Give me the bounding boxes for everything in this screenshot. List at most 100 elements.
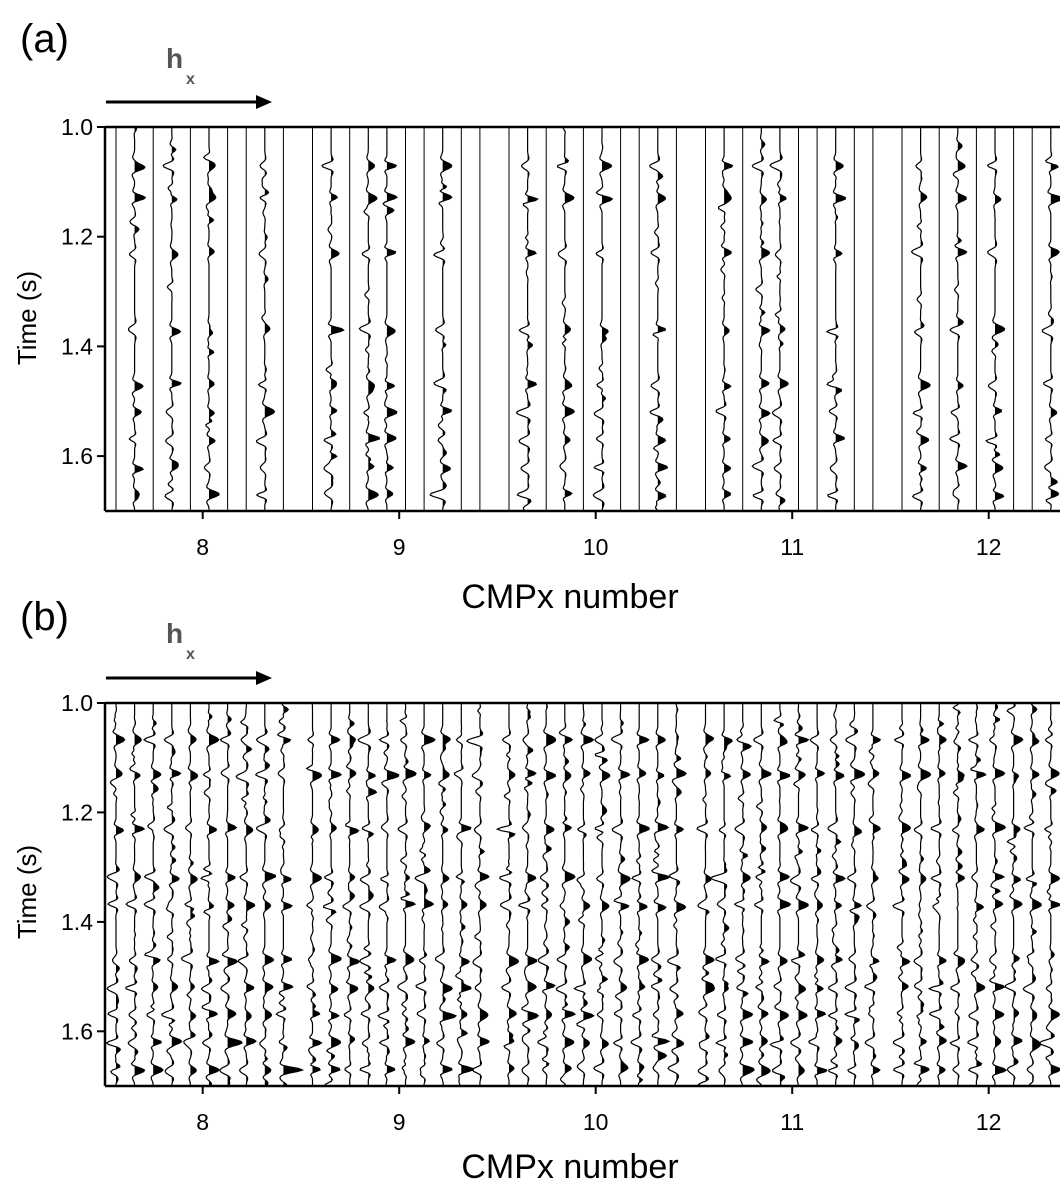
panel-b-x-axis-title: CMPx number [461,1148,678,1186]
trace-wiggle [592,703,611,1086]
trace-positive-fill [386,703,399,1086]
panel-a-hx-subscript: x [186,71,195,88]
x-tick-label: 11 [780,1109,804,1135]
trace-wiggle [592,127,614,512]
trace-positive-fill [153,703,163,1086]
trace-positive-fill [761,703,771,1086]
trace-wiggle [429,127,453,511]
trace-wiggle [219,703,244,1087]
trace-wiggle [254,703,277,1087]
trace-positive-fill [424,703,435,1086]
trace-wiggle [305,702,323,1086]
trace-positive-fill [405,703,416,1086]
trace-wiggle [769,703,792,1087]
trace-wiggle [537,702,557,1086]
trace-positive-fill [209,703,220,1086]
trace-positive-fill [995,127,1005,511]
trace-wiggle [666,702,687,1087]
trace-wiggle [322,703,343,1087]
trace-wiggle [105,703,126,1087]
trace-wiggle [630,703,651,1087]
trace-wiggle [517,702,540,1086]
trace-positive-fill [564,127,575,511]
trace-positive-fill [583,703,594,1086]
trace-positive-fill [209,127,219,511]
y-tick-label: 1.0 [61,690,93,716]
trace-wiggle [696,703,716,1087]
trace-positive-fill [995,703,1007,1086]
panel-b-y-axis-title: Time (s) [12,845,42,939]
trace-wiggle [466,702,490,1086]
y-tick-label: 1.0 [61,114,93,140]
trace-wiggle [610,703,631,1086]
trace-positive-fill [742,703,755,1086]
trace-positive-fill [724,127,733,511]
trace-positive-fill [386,127,397,511]
trace-wiggle [864,703,882,1086]
trace-positive-fill [798,703,809,1086]
trace-wiggle [948,127,968,511]
trace-positive-fill [227,703,243,1086]
trace-positive-fill [331,703,342,1086]
trace-wiggle [516,127,539,512]
trace-wiggle [733,703,755,1087]
x-tick-label: 12 [976,1109,1002,1135]
trace-positive-fill [761,127,770,511]
trace-wiggle [357,703,378,1086]
trace-positive-fill [442,703,456,1086]
trace-positive-fill [264,703,276,1086]
trace-positive-fill [461,703,474,1086]
panel-b-label: (b) [20,595,69,639]
panel-a-x-axis-title: CMPx number [461,578,678,616]
trace-wiggle [200,703,221,1087]
trace-positive-fill [564,703,575,1086]
x-tick-label: 8 [196,1109,209,1135]
trace-positive-fill [602,127,613,511]
trace-positive-fill [835,703,845,1086]
trace-positive-fill [1050,703,1060,1086]
trace-positive-fill [190,703,198,1086]
trace-positive-fill [854,703,865,1086]
trace-positive-fill [902,703,911,1086]
trace-positive-fill [657,127,668,511]
trace-wiggle [453,703,474,1087]
trace-wiggle [1004,702,1024,1086]
trace-wiggle [275,702,305,1087]
trace-wiggle [843,703,866,1086]
trace-positive-fill [264,127,275,511]
trace-wiggle [235,703,257,1087]
trace-wiggle [321,127,345,511]
trace-positive-fill [527,127,538,511]
trace-wiggle [1038,703,1060,1086]
trace-wiggle [949,702,966,1086]
y-tick-label: 1.6 [61,1018,93,1044]
panel-b-hx-label: h [166,618,183,649]
y-tick-label: 1.2 [61,799,93,825]
panel-a-label: (a) [20,17,69,61]
trace-wiggle [1041,127,1060,511]
trace-wiggle [710,703,733,1087]
trace-positive-fill [312,703,322,1086]
trace-wiggle [180,703,199,1087]
trace-wiggle [650,703,671,1086]
trace-positive-fill [349,703,360,1086]
panel-a-arrow-head [256,95,272,109]
trace-positive-fill [657,703,670,1086]
trace-positive-fill [368,127,380,511]
trace-positive-fill [779,703,791,1086]
x-tick-label: 10 [583,1109,609,1135]
trace-wiggle [985,127,1006,511]
trace-wiggle [827,702,847,1086]
trace-positive-fill [957,703,965,1086]
trace-wiggle [160,703,183,1087]
trace-wiggle [397,703,417,1086]
trace-wiggle [162,127,182,512]
trace-wiggle [434,703,458,1087]
trace-positive-fill [779,127,788,511]
y-tick-label: 1.2 [61,224,93,250]
trace-wiggle [255,127,276,511]
panel-b-arrow-head [256,671,272,685]
panel-a-axes: 1.0 1.2 1.4 1.6 8 9 10 11 12 [61,114,1060,560]
panel-a-hx-label: h [166,43,183,74]
